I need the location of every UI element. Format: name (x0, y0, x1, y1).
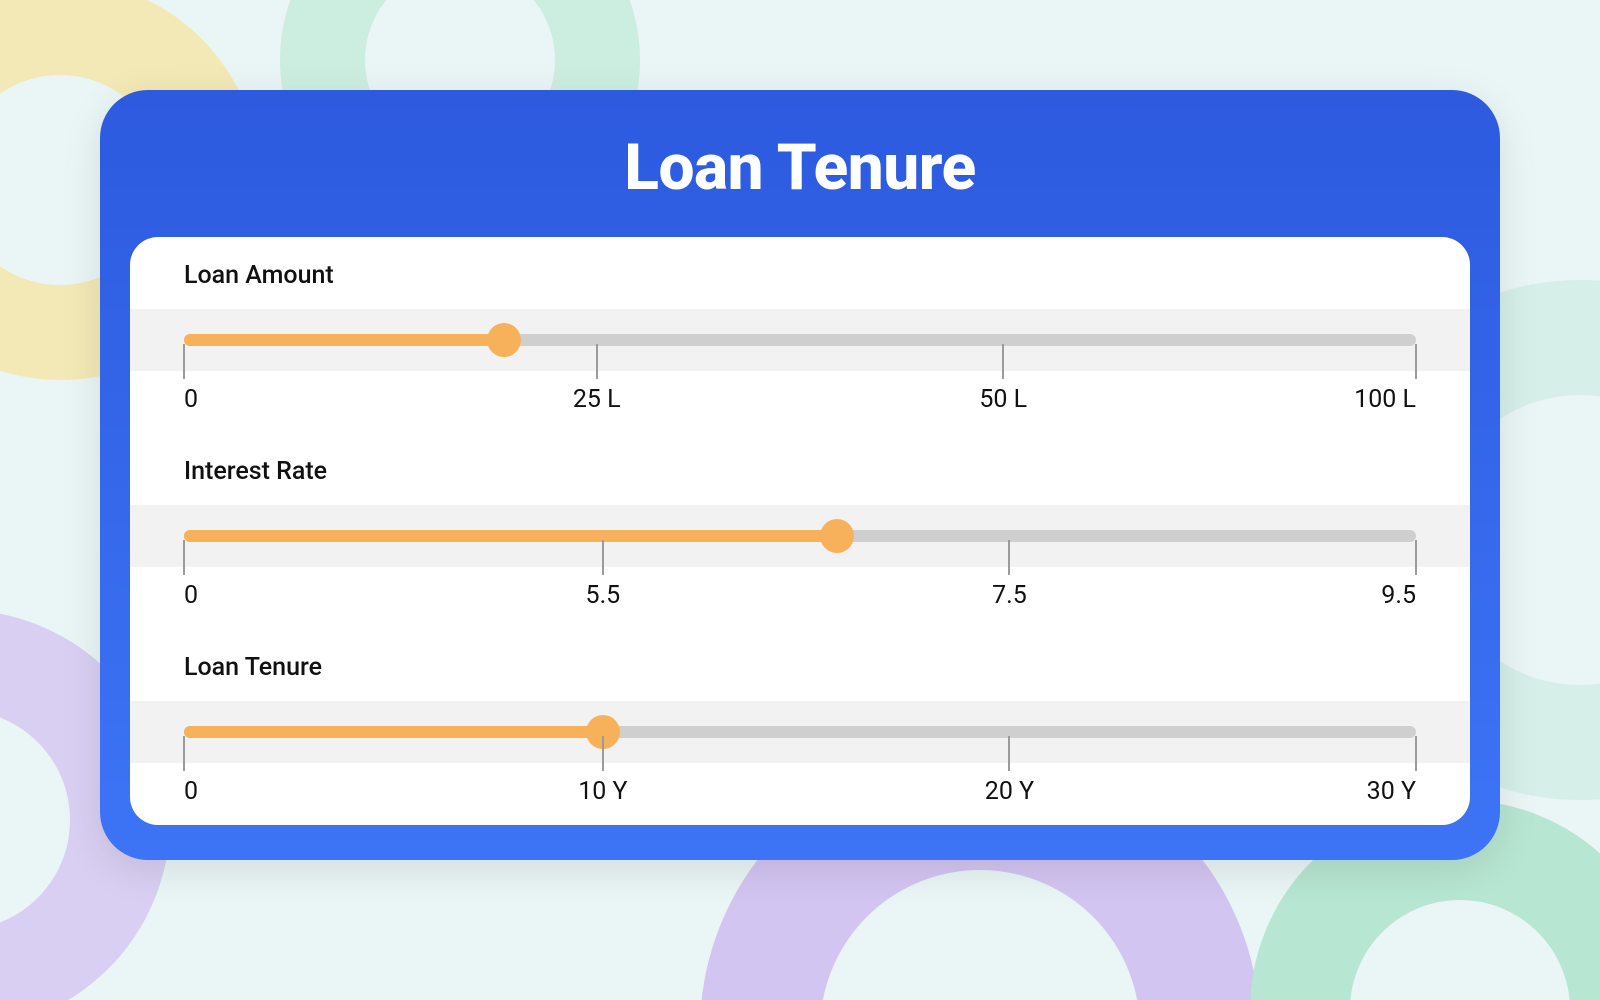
slider-fill (184, 726, 603, 738)
slider-tick-label: 20 Y (985, 777, 1034, 806)
slider-tick-label: 100 L (1354, 385, 1416, 414)
slider-tick-label: 9.5 (1381, 581, 1416, 610)
card-title: Loan Tenure (130, 130, 1470, 205)
slider-loan-tenure: Loan Tenure010 Y20 Y30 Y (130, 629, 1470, 825)
slider-tick-label: 30 Y (1367, 777, 1416, 806)
slider-tick (1002, 344, 1004, 379)
slider-tick-label: 50 L (979, 385, 1027, 414)
slider-label: Loan Amount (184, 261, 334, 290)
slider-tick (183, 736, 185, 771)
slider-track-wrap[interactable]: 025 L50 L100 L (184, 309, 1416, 371)
slider-label: Interest Rate (184, 457, 327, 486)
slider-tick (1008, 736, 1010, 771)
slider-tick-label: 0 (184, 581, 198, 610)
slider-tick (1415, 736, 1417, 771)
slider-tick-label: 5.5 (586, 581, 621, 610)
slider-tick-label: 0 (184, 777, 198, 806)
slider-fill (184, 530, 837, 542)
slider-tick (183, 540, 185, 575)
slider-tick-label: 10 Y (578, 777, 627, 806)
slider-thumb[interactable] (487, 323, 521, 357)
slider-fill (184, 334, 504, 346)
slider-interest-rate: Interest Rate05.57.59.5 (130, 433, 1470, 629)
slider-tick (1415, 540, 1417, 575)
slider-label: Loan Tenure (184, 653, 322, 682)
slider-thumb[interactable] (820, 519, 854, 553)
slider-tick (596, 344, 598, 379)
slider-tick (602, 540, 604, 575)
slider-tick-label: 7.5 (992, 581, 1027, 610)
loan-card: Loan Tenure Loan Amount025 L50 L100 LInt… (100, 90, 1500, 860)
slider-tick (1008, 540, 1010, 575)
slider-loan-amount: Loan Amount025 L50 L100 L (130, 237, 1470, 433)
slider-tick-label: 0 (184, 385, 198, 414)
slider-track-wrap[interactable]: 05.57.59.5 (184, 505, 1416, 567)
slider-tick (602, 736, 604, 771)
slider-tick (183, 344, 185, 379)
slider-tick-label: 25 L (573, 385, 621, 414)
slider-tick (1415, 344, 1417, 379)
slider-track-wrap[interactable]: 010 Y20 Y30 Y (184, 701, 1416, 763)
sliders-panel: Loan Amount025 L50 L100 LInterest Rate05… (130, 237, 1470, 825)
